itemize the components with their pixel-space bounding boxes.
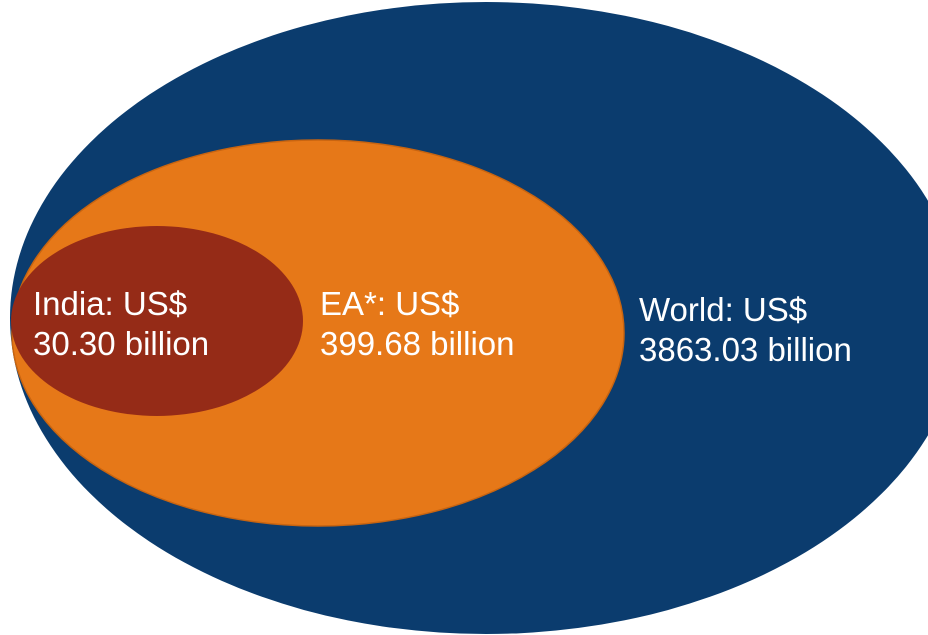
ea-label-line1: EA*: US$ xyxy=(320,285,460,322)
india-ellipse xyxy=(11,226,303,416)
india-label: India: US$ 30.30 billion xyxy=(33,284,209,364)
india-label-line2: 30.30 billion xyxy=(33,325,210,362)
ea-label: EA*: US$ 399.68 billion xyxy=(320,284,515,364)
india-label-line1: India: US$ xyxy=(33,285,188,322)
world-label-line2: 3863.03 billion xyxy=(639,331,852,368)
world-label-line1: World: US$ xyxy=(639,291,808,328)
world-label: World: US$ 3863.03 billion xyxy=(639,290,852,370)
ea-label-line2: 399.68 billion xyxy=(320,325,515,362)
